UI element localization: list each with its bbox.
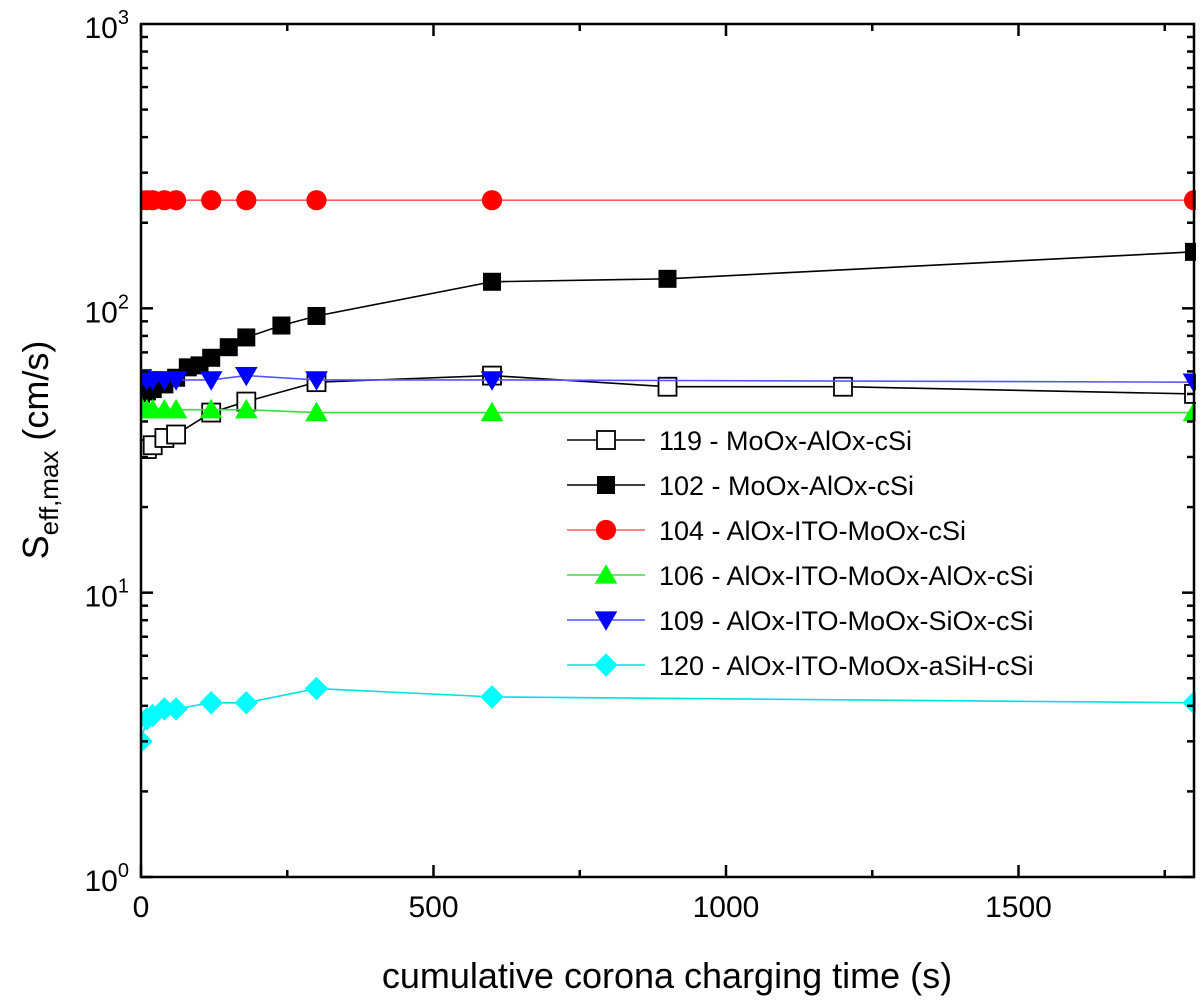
legend-label: 104 - AlOx-ITO-MoOx-cSi [659,516,966,546]
legend-item: 120 - AlOx-ITO-MoOx-aSiH-cSi [567,651,1034,681]
legend-item: 104 - AlOx-ITO-MoOx-cSi [567,516,966,546]
data-point [833,376,853,397]
data-point [236,190,257,211]
data-point [1182,401,1196,422]
legend-label: 120 - AlOx-ITO-MoOx-aSiH-cSi [659,651,1034,681]
legend-label: 102 - MoOx-AlOx-cSi [659,471,914,501]
legend-marker [594,653,618,677]
legend-marker [594,611,618,631]
x-tick-label: 1000 [693,891,760,924]
series-3 [141,190,1196,211]
x-tick-label: 1500 [985,891,1052,924]
data-point [199,691,223,715]
legend-item: 102 - MoOx-AlOx-cSi [567,471,914,501]
legend-label: 109 - AlOx-ITO-MoOx-SiOx-cSi [659,606,1034,636]
data-point [234,691,258,715]
data-point [1182,373,1196,393]
data-point [166,190,187,211]
data-point [1182,691,1196,715]
data-point [164,371,188,391]
y-axis-title-subscript: eff,max [34,451,64,536]
y-tick-label: 100 [85,860,130,898]
tick-layer: 0 500 1000 1500 100 101 102 103 [85,7,1194,924]
y-tick-label: 103 [85,7,130,45]
legend-marker [596,430,616,450]
data-point [304,676,329,701]
y-tick-label: 101 [85,576,130,614]
data-point [272,316,291,335]
x-tick-label: 500 [408,891,458,924]
data-point [480,371,504,391]
data-point [657,376,678,397]
data-point [1185,242,1196,261]
x-axis-title: cumulative corona charging time (s) [382,955,952,996]
series-5 [141,366,1196,393]
data-point [480,685,504,709]
legend-label: 119 - MoOx-AlOx-cSi [659,426,912,456]
data-point [483,272,501,291]
y-tick-label: 102 [85,291,130,329]
y-axis-title-suffix: (cm/s) [15,341,56,451]
series-6 [141,676,1196,754]
data-point [199,398,223,419]
data-point [166,424,187,445]
data-point [481,190,503,211]
legend-item: 109 - AlOx-ITO-MoOx-SiOx-cSi [567,606,1034,636]
x-tick-label: 0 [133,891,150,924]
legend-marker [594,564,618,584]
data-point [658,269,677,288]
data-point [201,190,222,211]
data-point [305,371,328,391]
legend-item: 106 - AlOx-ITO-MoOx-AlOx-cSi [567,561,1034,591]
data-point [305,401,328,422]
data-point [237,328,256,347]
legend-marker [595,519,617,541]
data-point [1183,190,1196,211]
legend-marker [597,476,615,494]
series-4 [141,396,1196,422]
legend: 119 - MoOx-AlOx-cSi 102 - MoOx-AlOx-cSi 10… [567,426,1034,681]
data-point [234,398,258,419]
plot-frame [139,22,1196,879]
legend-label: 106 - AlOx-ITO-MoOx-AlOx-cSi [659,561,1034,591]
data-point [199,371,223,391]
data-point [202,348,221,367]
y-axis-title-base: S [15,535,56,559]
series-line [141,687,1195,742]
legend-item: 119 - MoOx-AlOx-cSi [567,426,912,456]
data-point [480,401,504,422]
series-layer [141,190,1196,754]
series-line [141,406,1194,414]
data-point [234,366,258,387]
data-point [164,697,188,721]
data-point [306,190,327,211]
data-point [164,398,188,419]
data-point [307,306,326,325]
y-axis-title: Seff,max (cm/s) [15,341,64,560]
data-point [219,338,238,357]
